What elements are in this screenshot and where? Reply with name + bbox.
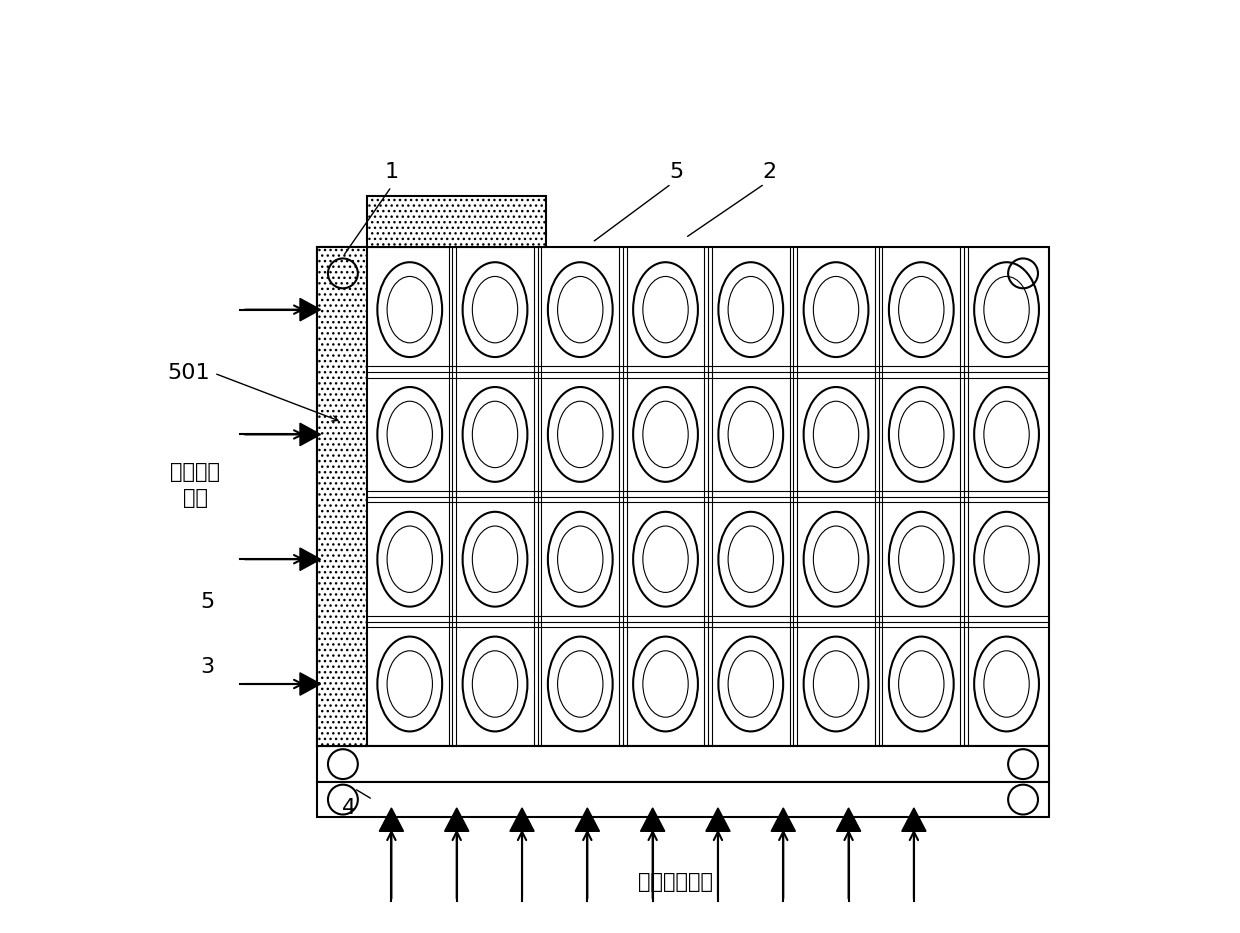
Bar — [367, 196, 546, 247]
Text: 501: 501 — [167, 363, 210, 383]
Polygon shape — [300, 299, 320, 321]
Text: 液体通道
方向: 液体通道 方向 — [170, 462, 221, 508]
Polygon shape — [837, 808, 861, 831]
Polygon shape — [300, 673, 320, 695]
Text: 5: 5 — [668, 162, 683, 182]
Polygon shape — [706, 808, 730, 831]
Polygon shape — [901, 808, 926, 831]
Polygon shape — [300, 424, 320, 446]
Text: 1: 1 — [384, 162, 398, 182]
Bar — [316, 746, 1049, 782]
Polygon shape — [379, 808, 403, 831]
Text: 5: 5 — [200, 592, 215, 612]
Polygon shape — [641, 808, 665, 831]
Polygon shape — [575, 808, 599, 831]
Text: 空气通道方向: 空气通道方向 — [639, 871, 713, 892]
Polygon shape — [445, 808, 469, 831]
Text: 2: 2 — [763, 162, 776, 182]
Polygon shape — [771, 808, 795, 831]
Bar — [316, 782, 1049, 817]
Text: 3: 3 — [200, 657, 215, 677]
Polygon shape — [510, 808, 534, 831]
Polygon shape — [300, 548, 320, 570]
Bar — [316, 247, 367, 746]
Text: 4: 4 — [342, 798, 356, 817]
Bar — [316, 247, 1049, 746]
